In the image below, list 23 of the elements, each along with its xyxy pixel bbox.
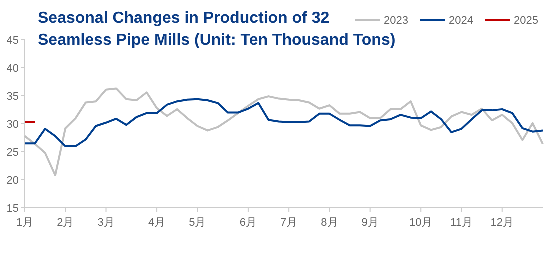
x-tick-label: 12月 (490, 217, 514, 229)
y-tick-label: 40 (6, 62, 19, 75)
line-series (24, 98, 544, 148)
x-tick-label: 2月 (57, 217, 74, 229)
y-tick-label: 20 (6, 174, 19, 187)
y-tick-label: 25 (6, 146, 19, 159)
legend-label: 2023 (384, 14, 408, 27)
x-tick-label: 1月 (16, 217, 34, 229)
x-tick-label: 8月 (321, 217, 338, 229)
x-tick-label: 9月 (362, 217, 379, 229)
y-tick-label: 30 (6, 118, 19, 131)
x-tick-label: 5月 (189, 217, 206, 229)
x-tick-label: 4月 (148, 217, 166, 229)
legend-label: 2025 (514, 14, 538, 27)
y-tick-label: 45 (6, 34, 19, 47)
x-tick-label: 6月 (240, 217, 258, 229)
x-tick-label: 11月 (450, 217, 473, 229)
y-tick-label: 15 (6, 202, 19, 215)
x-tick-label: 3月 (98, 217, 115, 229)
x-tick-label: 7月 (280, 217, 298, 229)
x-tick-label: 10月 (409, 217, 433, 229)
legend-label: 2024 (449, 14, 474, 27)
y-tick-label: 35 (6, 90, 19, 103)
